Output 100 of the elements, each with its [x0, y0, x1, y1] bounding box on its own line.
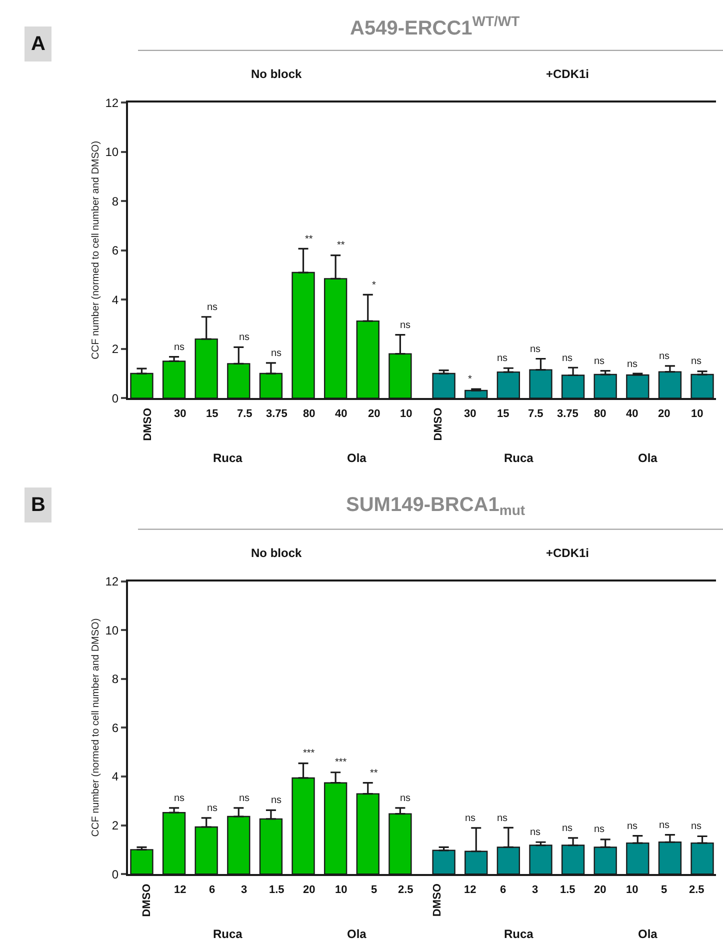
data-label: ns: [659, 351, 670, 362]
y-tick-label: 6: [112, 244, 119, 258]
x-tick-label: 10: [691, 408, 704, 420]
data-label: **: [337, 240, 345, 251]
data-label: ns: [239, 793, 250, 804]
y-axis-title: CCF number (normed to cell number and DMSO): [90, 618, 102, 837]
data-label: ns: [691, 356, 702, 367]
y-tick-label: 8: [112, 194, 119, 208]
x-tick-label: 2.5: [398, 884, 414, 896]
data-label: ns: [174, 342, 185, 353]
x-tick-label: 7.5: [237, 408, 252, 420]
x-tick-label: 40: [626, 408, 638, 420]
data-label: ns: [271, 348, 282, 359]
data-label: ns: [207, 302, 218, 313]
x-tick-label: 80: [303, 408, 316, 420]
data-label: ns: [465, 813, 476, 824]
x-tick-label: 15: [206, 408, 218, 420]
x-tick-label: 20: [303, 884, 316, 896]
data-label: ns: [627, 359, 638, 370]
x-tick-label: 5: [661, 884, 668, 896]
x-tick-label: 40: [335, 408, 348, 420]
x-tick-label: 20: [594, 884, 606, 896]
data-label: ns: [400, 793, 411, 804]
text: Ola: [638, 927, 658, 941]
x-tick-label: 3.75: [266, 408, 288, 420]
x-tick-label: 3.75: [557, 408, 578, 420]
x-tick-label: DMSO: [432, 883, 444, 917]
data-label: ns: [530, 344, 541, 355]
x-tick-label: 20: [658, 408, 670, 420]
chart-title: SUM149-BRCA1$_{mut}$: [346, 494, 526, 518]
x-tick-label: 30: [174, 408, 186, 420]
data-label: ns: [497, 813, 508, 824]
data-label: ns: [627, 821, 638, 832]
x-tick-label: 6: [209, 884, 216, 896]
text: +CDK1i: [546, 67, 590, 81]
x-tick-label: 1.5: [560, 884, 576, 896]
data-label: **: [370, 768, 378, 779]
x-tick-label: 12: [174, 884, 186, 896]
data-label: **: [305, 234, 313, 245]
x-tick-label: 2.5: [689, 884, 704, 896]
data-label: ns: [207, 803, 218, 814]
chart-title: A549-ERCC1$^{WT/WT}$: [350, 13, 520, 40]
y-tick-label: 4: [112, 292, 119, 307]
y-tick-label: 6: [112, 720, 119, 735]
x-tick-label: 10: [626, 884, 638, 896]
data-label: ns: [497, 353, 508, 364]
data-label: ns: [239, 332, 250, 343]
data-label: ns: [271, 795, 282, 806]
y-axis-title: CCF number (normed to cell number and DMSO): [90, 140, 102, 360]
data-label: ns: [174, 793, 185, 804]
x-tick-label: 20: [368, 408, 380, 420]
x-tick-label: 12: [464, 884, 476, 896]
text: Ola: [347, 451, 367, 465]
x-tick-label: 3: [241, 884, 248, 896]
data-label: ns: [530, 827, 541, 838]
text: B: [31, 494, 46, 516]
x-tick-label: 10: [335, 884, 348, 896]
text: No block: [251, 546, 302, 560]
data-label: ns: [562, 823, 573, 834]
data-label: ***: [335, 757, 347, 768]
x-tick-label: 6: [500, 884, 506, 896]
text: Ruca: [213, 927, 243, 941]
y-tick-label: 2: [112, 342, 119, 356]
data-label: ns: [562, 353, 573, 364]
y-tick-label: 0: [112, 391, 119, 406]
y-tick-label: 4: [112, 770, 119, 784]
data-label: *: [372, 280, 376, 291]
text: Ruca: [213, 451, 243, 465]
text: No block: [251, 67, 302, 81]
text: +CDK1i: [546, 546, 590, 560]
y-tick-label: 8: [112, 672, 119, 686]
x-tick-label: DMSO: [142, 407, 154, 441]
y-tick-label: 12: [105, 96, 119, 110]
x-tick-label: 7.5: [528, 408, 544, 420]
y-tick-label: 10: [105, 623, 119, 638]
data-label: ns: [594, 356, 605, 367]
y-tick-label: 2: [112, 818, 119, 832]
data-label: ns: [691, 821, 702, 832]
y-tick-label: 12: [105, 574, 119, 589]
x-tick-label: DMSO: [140, 883, 153, 917]
text: Ola: [638, 451, 658, 465]
y-tick-label: 10: [105, 145, 119, 160]
y-tick-label: 0: [112, 867, 119, 882]
x-tick-label: 1.5: [269, 884, 284, 896]
text: Ola: [347, 927, 367, 941]
text: A: [31, 33, 46, 55]
data-label: ***: [303, 748, 315, 759]
x-tick-label: 10: [400, 408, 412, 420]
data-label: ns: [400, 320, 411, 331]
data-label: ns: [659, 820, 670, 831]
data-label: *: [468, 374, 472, 385]
x-tick-label: 15: [497, 408, 510, 420]
text: Ruca: [504, 451, 534, 465]
x-tick-label: 80: [594, 408, 606, 420]
x-tick-label: 3: [532, 884, 538, 896]
data-label: ns: [594, 824, 605, 835]
x-tick-label: DMSO: [432, 407, 445, 441]
x-tick-label: 30: [464, 408, 476, 420]
text: Ruca: [504, 927, 534, 941]
x-tick-label: 5: [371, 884, 378, 896]
